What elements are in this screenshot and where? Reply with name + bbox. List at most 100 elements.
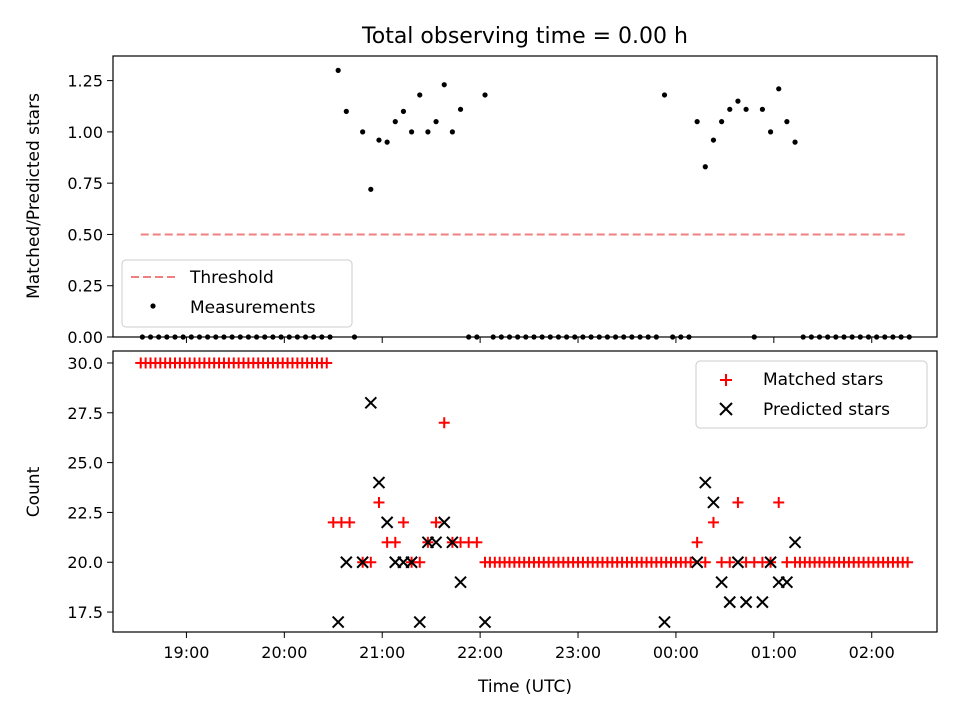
matched-star-point — [344, 516, 356, 528]
measurement-point — [776, 86, 782, 92]
matched-star-point — [773, 496, 785, 508]
measurement-point — [702, 164, 708, 170]
top-y-tick-label: 0.50 — [67, 225, 103, 244]
top-y-ticks: 0.00 0.25 0.50 0.75 1.00 1.25 — [67, 72, 113, 347]
top-y-tick-label: 0.00 — [67, 328, 103, 347]
matched-star-point — [389, 536, 401, 548]
predicted-star-point — [356, 556, 369, 569]
predicted-star-point — [731, 556, 745, 569]
predicted-star-point — [764, 556, 777, 569]
measurement-point — [767, 129, 774, 135]
measurement-point — [417, 92, 423, 98]
measurement-point — [719, 119, 725, 125]
top-y-tick-label: 0.75 — [67, 174, 103, 193]
bottom-y-tick-label: 17.5 — [67, 603, 103, 622]
top-x-ticks — [185, 337, 873, 343]
bottom-y-tick-label: 22.5 — [67, 503, 103, 522]
measurement-point — [400, 108, 407, 114]
bottom-x-tick-label: 00:00 — [653, 643, 699, 662]
predicted-star-point — [707, 496, 720, 509]
predicted-star-point — [723, 595, 736, 609]
predicted-star-point — [364, 396, 378, 410]
top-axes-frame — [112, 55, 938, 338]
measurement-point — [482, 92, 488, 98]
measurement-point — [425, 129, 431, 135]
matched-star-point — [685, 556, 697, 568]
bottom-x-tick-label: 20:00 — [261, 643, 307, 662]
predicted-star-point — [478, 615, 492, 629]
x-axis-label: Time (UTC) — [477, 677, 572, 697]
matched-star-point — [724, 556, 736, 568]
predicted-star-point — [658, 615, 671, 629]
measurement-point — [727, 106, 733, 112]
bottom-legend: Matched stars Predicted stars — [695, 360, 928, 429]
bottom-y-ticks: 17.5 20.0 22.5 25.0 27.5 30.0 — [67, 354, 113, 622]
top-panel: Matched/Predicted stars 0.00 0.25 0.50 0.75… — [24, 55, 938, 347]
top-y-tick-label: 1.00 — [67, 123, 103, 142]
bottom-x-tick-label: 22:00 — [457, 643, 503, 662]
matched-star-point — [430, 516, 442, 528]
matched-star-point — [365, 556, 377, 568]
measurement-point — [360, 129, 366, 135]
measurement-point — [784, 119, 790, 125]
matched-star-point — [438, 417, 450, 429]
matched-star-point — [691, 536, 703, 548]
matched-star-point — [707, 516, 719, 528]
measurement-point — [661, 92, 668, 98]
matched-star-point — [414, 556, 426, 568]
predicted-star-point — [331, 615, 345, 629]
measurement-point — [449, 129, 455, 135]
predicted-star-point — [756, 595, 769, 609]
measurement-point — [743, 106, 749, 112]
matched-star-point — [732, 496, 744, 508]
top-legend: Threshold Measurements — [121, 259, 353, 328]
bottom-legend-box — [695, 360, 928, 429]
bottom-x-ticks: 19:00 20:00 21:00 22:00 23:00 00:00 01:00 02:00 — [163, 632, 895, 662]
measurement-point — [710, 137, 717, 143]
bottom-x-tick-label: 02:00 — [849, 643, 895, 662]
legend-predicted-swatch — [719, 402, 733, 416]
bottom-y-axis-label: Count — [24, 466, 44, 517]
matched-star-point — [321, 357, 333, 369]
predicted-star-point — [699, 476, 712, 489]
measurement-point — [343, 108, 349, 114]
measurement-point — [408, 129, 415, 135]
predicted-star-point — [413, 615, 426, 629]
predicted-star-point — [340, 556, 353, 569]
legend-threshold-label: Threshold — [189, 268, 274, 288]
matched-star-point — [397, 516, 409, 528]
figure-title: Total observing time = 0.00 h — [361, 24, 688, 49]
top-y-tick-label: 0.25 — [67, 277, 103, 296]
bottom-y-tick-label: 25.0 — [67, 454, 103, 473]
top-y-tick-label: 1.25 — [67, 72, 103, 91]
bottom-y-tick-label: 30.0 — [67, 354, 103, 373]
top-y-axis-label: Matched/Predicted stars — [24, 93, 44, 299]
measurement-point — [392, 119, 398, 125]
predicted-star-point — [454, 575, 467, 589]
predicted-star-point — [739, 595, 753, 609]
predicted-star-point — [429, 536, 443, 549]
bottom-x-tick-label: 23:00 — [555, 643, 601, 662]
measurement-point — [335, 67, 341, 73]
predicted-star-point — [372, 476, 386, 489]
predicted-star-point — [715, 575, 728, 589]
predicted-star-point — [380, 516, 394, 529]
legend-matched-label: Matched stars — [763, 370, 883, 390]
predicted-star-point — [438, 516, 451, 529]
predicted-star-point — [690, 556, 704, 569]
top-legend-box — [121, 259, 353, 328]
predicted-star-point — [446, 536, 459, 549]
predicted-star-point — [780, 575, 794, 589]
legend-predicted-label: Predicted stars — [763, 400, 890, 420]
bottom-panel: Count 17.5 20.0 22.5 25.0 27.5 30.0 19:00 20:0… — [24, 350, 938, 662]
bottom-x-tick-label: 19:00 — [163, 643, 209, 662]
measurement-point — [694, 119, 700, 125]
measurement-point — [457, 106, 464, 112]
bottom-y-tick-label: 27.5 — [67, 404, 103, 423]
measurement-point — [792, 139, 798, 145]
measurement-point — [759, 106, 766, 112]
predicted-star-point — [788, 536, 802, 549]
bottom-plot-marks — [135, 357, 914, 629]
measurement-point — [384, 139, 390, 145]
